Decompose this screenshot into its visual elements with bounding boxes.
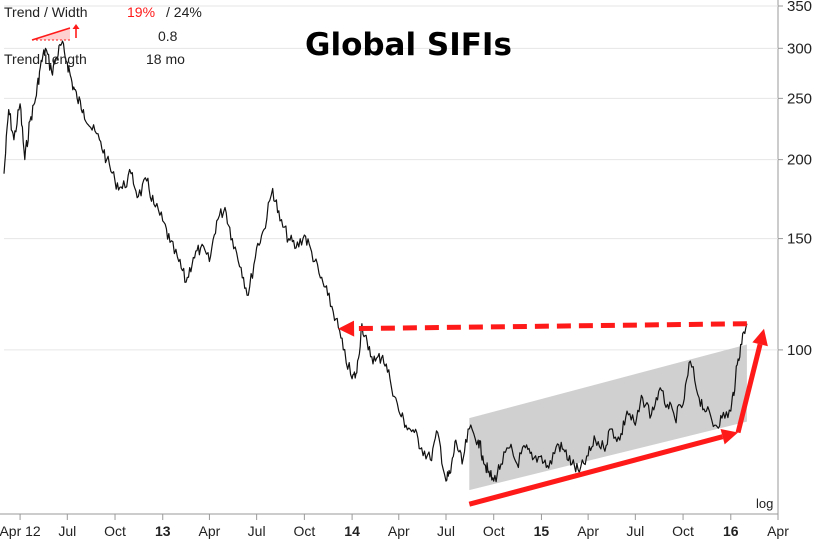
trend-slope-icon [31, 24, 80, 41]
x-tick-label: Apr [388, 523, 410, 539]
x-tick-label: Apr [577, 523, 599, 539]
trend-value: 19% [127, 4, 156, 20]
y-tick-label: 250 [787, 90, 812, 107]
y-tick-label: 200 [787, 152, 812, 169]
annotation-layer [338, 320, 768, 507]
x-tick-label: Oct [104, 523, 126, 539]
trend-channel [469, 344, 747, 491]
trend-length-label: Trend Length [4, 51, 87, 67]
trend-length-value: 18 mo [146, 51, 185, 67]
x-tick-label: Oct [293, 523, 315, 539]
x-tick-label: 15 [534, 523, 550, 539]
grid [0, 0, 779, 515]
x-tick-label: Jul [437, 523, 455, 539]
x-tick-label: Apr 12 [0, 523, 41, 539]
log-scale-label: log [756, 496, 773, 511]
trend-channel-band [469, 344, 747, 491]
chart-title: Global SIFIs [305, 27, 512, 63]
y-tick-label: 100 [787, 342, 812, 359]
x-tick-label: Oct [483, 523, 505, 539]
x-axis: Apr 12 Jul Oct 13 Apr Jul Oct 14 Apr Jul Oct 15 Apr J… [0, 514, 789, 539]
x-tick-label: Jul [248, 523, 266, 539]
x-tick-label: 13 [155, 523, 171, 539]
x-tick-label: Jul [626, 523, 644, 539]
annotation-arrow-2-head [720, 428, 739, 445]
x-tick-label: 16 [723, 523, 739, 539]
y-tick-label: 300 [787, 40, 812, 57]
width-value: / 24% [166, 4, 202, 20]
x-tick-label: Oct [672, 523, 694, 539]
annotation-arrow-3-shaft [735, 343, 763, 434]
x-tick-label: 14 [344, 523, 360, 539]
y-tick-label: 150 [787, 231, 812, 248]
x-tick-label: Apr [767, 523, 789, 539]
annotation-arrow-1-shaft [354, 321, 747, 332]
annotation-arrow-2-shaft [468, 434, 724, 507]
trend-width-label: Trend / Width [4, 4, 88, 20]
y-tick-label: 350 [787, 0, 812, 15]
series-layer [3, 40, 748, 483]
x-tick-label: Apr [199, 523, 221, 539]
annotation-arrow-3-head [752, 328, 768, 347]
slope-value: 0.8 [158, 28, 178, 44]
price-line [3, 40, 748, 483]
y-axis: 100 150 200 250 300 350 log [756, 0, 812, 511]
x-tick-label: Jul [58, 523, 76, 539]
annotation-arrow-1-head [338, 320, 355, 337]
